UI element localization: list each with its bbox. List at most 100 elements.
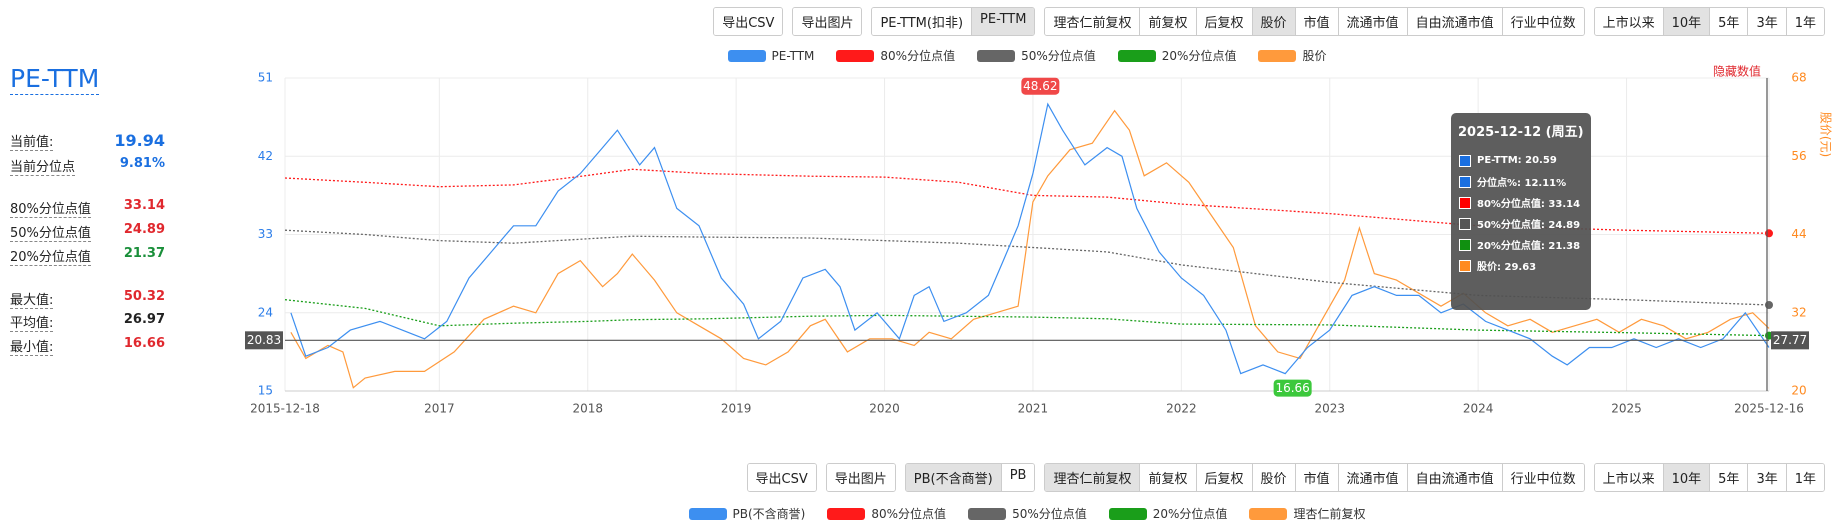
button[interactable]: 流通市值 (1338, 464, 1408, 491)
button[interactable]: 行业中位数 (1502, 464, 1584, 491)
button[interactable]: 3年 (1748, 8, 1787, 35)
stat-row: 当前分位点 9.81% (10, 156, 165, 176)
button[interactable]: PE-TTM(扣非) (872, 8, 973, 35)
y-tick-label: 33 (258, 227, 273, 241)
x-tick-label: 2023 (1314, 402, 1345, 416)
annotation-bg (1021, 77, 1060, 95)
button[interactable]: 自由流通市值 (1407, 8, 1503, 35)
x-tick-label: 2017 (424, 402, 455, 416)
x-tick-label: 2022 (1166, 402, 1197, 416)
button[interactable]: 理杏仁前复权 (1045, 464, 1141, 491)
stat-row: 当前值: 19.94 (10, 131, 165, 151)
legend-swatch (1117, 49, 1156, 62)
button[interactable]: 10年 (1663, 8, 1711, 35)
button[interactable]: 市值 (1295, 8, 1339, 35)
button[interactable]: 流通市值 (1338, 8, 1408, 35)
tooltip-swatch (1459, 196, 1471, 209)
stat-value: 16.66 (123, 336, 165, 351)
y2-tick-label: 32 (1791, 305, 1806, 319)
tooltip-item: 50%分位点值: 24.89 (1451, 213, 1591, 234)
button[interactable]: 自由流通市值 (1407, 464, 1503, 491)
button[interactable]: 10年 (1663, 464, 1711, 491)
button[interactable]: 导出图片 (826, 464, 895, 491)
x-tick-label: 2019 (721, 402, 752, 416)
tooltip-text: 50%分位点值: 24.89 (1477, 220, 1581, 231)
button[interactable]: 3年 (1748, 464, 1787, 491)
button-group: PB(不含商誉) PB (904, 463, 1036, 492)
annotation: 48.62 (1023, 79, 1057, 93)
button[interactable]: 后复权 (1196, 464, 1253, 491)
button[interactable]: 1年 (1786, 8, 1824, 35)
button[interactable]: 行业中位数 (1502, 8, 1584, 35)
button[interactable]: 前复权 (1140, 464, 1197, 491)
x-tick-label: 2021 (1018, 402, 1049, 416)
stat-row: 20%分位点值 21.37 (10, 246, 165, 266)
legend-swatch (1108, 507, 1147, 520)
button[interactable]: 理杏仁前复权 (1045, 8, 1141, 35)
button[interactable]: 1年 (1786, 464, 1824, 491)
button[interactable]: 导出CSV (714, 8, 783, 35)
annotation: 16.66 (1275, 381, 1309, 395)
legend: PE-TTM 80%分位点值 50%分位点值 20%分位点值 股价 (285, 47, 1769, 64)
stat-label: 当前值: (10, 131, 54, 151)
legend-swatch (836, 49, 875, 62)
legend-item[interactable]: 理杏仁前复权 (1249, 505, 1365, 522)
button-group: 理杏仁前复权 前复权 后复权 股价 市值 流通市值 自由流通市值 行业中位数 (1044, 7, 1585, 36)
tooltip-text: 80%分位点值: 33.14 (1477, 199, 1581, 210)
button-group: PE-TTM(扣非) PE-TTM (871, 7, 1036, 36)
button[interactable]: 导出图片 (793, 8, 862, 35)
series-line (284, 168, 1770, 234)
legend-item[interactable]: 50%分位点值 (968, 505, 1087, 522)
legend-item[interactable]: 80%分位点值 (827, 505, 946, 522)
button[interactable]: 股价 (1252, 464, 1296, 491)
button[interactable]: PB(不含商誉) (905, 464, 1002, 491)
panel-title[interactable]: PE-TTM (10, 64, 100, 95)
x-tick-label: 2020 (869, 402, 900, 416)
tooltip-text: 分位点%: 12.11% (1477, 178, 1567, 189)
tooltip-swatch (1459, 238, 1471, 251)
legend-item[interactable]: 50%分位点值 (977, 47, 1096, 64)
x-tick-label: 2025 (1611, 402, 1642, 416)
button[interactable]: 股价 (1252, 8, 1296, 35)
button-group: 上市以来 10年 5年 3年 1年 (1593, 7, 1825, 36)
stat-value: 19.94 (114, 131, 165, 150)
button[interactable]: 市值 (1295, 464, 1339, 491)
legend-item[interactable]: PE-TTM (727, 47, 814, 64)
stat-value: 21.37 (123, 246, 165, 261)
legend-item[interactable]: PB(不含商誉) (688, 505, 806, 522)
current-label-y2: 27.77 (1773, 333, 1807, 347)
toolbar: 导出CSV 导出图片 PB(不含商誉) PB 理杏仁前复权 前复权 后复权 股价 市值 流通市值自… (746, 463, 1825, 492)
legend-label: PB(不含商誉) (732, 507, 806, 521)
button[interactable]: 5年 (1710, 8, 1749, 35)
button[interactable]: PB (1001, 464, 1035, 491)
button-group: 导出图片 (792, 7, 863, 36)
legend-item[interactable]: 20%分位点值 (1108, 505, 1228, 522)
stat-row: 50%分位点值 24.89 (10, 222, 165, 242)
button[interactable]: PE-TTM (972, 8, 1035, 35)
button[interactable]: 5年 (1710, 464, 1749, 491)
legend-item[interactable]: 80%分位点值 (836, 47, 955, 64)
button[interactable]: 上市以来 (1594, 8, 1664, 35)
legend-item[interactable]: 20%分位点值 (1117, 47, 1236, 64)
legend-swatch (688, 507, 727, 520)
button[interactable]: 上市以来 (1594, 464, 1664, 491)
legend-label: 50%分位点值 (1021, 49, 1096, 63)
y2-tick-label: 56 (1791, 149, 1806, 163)
tooltip: 2025-12-12 (周五) PE-TTM: 20.59 分位点%: 12.11%… (1451, 113, 1591, 310)
tooltip-text: 股价: 29.63 (1477, 262, 1537, 273)
tooltip-title: 2025-12-12 (周五) (1458, 125, 1584, 140)
legend-swatch (727, 49, 766, 62)
button-group: 理杏仁前复权 前复权 后复权 股价 市值 流通市值 自由流通市值 行业中位数 (1044, 463, 1585, 492)
legend: PB(不含商誉) 80%分位点值 50%分位点值 20%分位点值 理杏仁前复权 (285, 505, 1769, 522)
label-bg (245, 331, 283, 350)
button[interactable]: 后复权 (1196, 8, 1253, 35)
x-tick-label: 2018 (572, 402, 603, 416)
button[interactable]: 前复权 (1140, 8, 1197, 35)
stat-label: 50%分位点值 (10, 222, 91, 242)
current-label: 20.83 (247, 333, 281, 347)
legend-item[interactable]: 股价 (1258, 47, 1326, 64)
legend-label: 20%分位点值 (1152, 507, 1228, 521)
button[interactable]: 导出CSV (747, 464, 816, 491)
tooltip-item: 20%分位点值: 21.38 (1451, 234, 1591, 255)
